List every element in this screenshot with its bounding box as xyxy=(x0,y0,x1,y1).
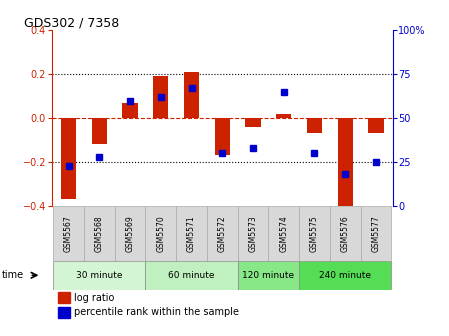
Bar xyxy=(238,206,269,261)
Bar xyxy=(338,118,353,210)
Text: GDS302 / 7358: GDS302 / 7358 xyxy=(24,16,119,29)
Text: GSM5575: GSM5575 xyxy=(310,215,319,252)
Text: log ratio: log ratio xyxy=(74,293,114,302)
Bar xyxy=(122,103,138,118)
Bar xyxy=(330,206,361,261)
Bar xyxy=(299,261,392,290)
Bar xyxy=(92,118,107,144)
Bar xyxy=(207,206,238,261)
Bar xyxy=(245,118,261,127)
Bar xyxy=(145,261,238,290)
Text: time: time xyxy=(2,270,24,280)
Bar xyxy=(299,206,330,261)
Bar xyxy=(114,206,145,261)
Bar xyxy=(145,206,176,261)
Text: GSM5567: GSM5567 xyxy=(64,215,73,252)
Bar xyxy=(184,72,199,118)
Text: GSM5571: GSM5571 xyxy=(187,215,196,252)
Bar xyxy=(238,261,299,290)
Bar xyxy=(276,114,291,118)
Bar xyxy=(361,206,392,261)
Text: GSM5569: GSM5569 xyxy=(126,215,135,252)
Bar xyxy=(269,206,299,261)
Bar xyxy=(53,261,145,290)
Text: 120 minute: 120 minute xyxy=(242,271,295,280)
Text: GSM5577: GSM5577 xyxy=(371,215,380,252)
Text: GSM5570: GSM5570 xyxy=(156,215,165,252)
Text: 60 minute: 60 minute xyxy=(168,271,215,280)
Bar xyxy=(176,206,207,261)
Bar xyxy=(215,118,230,156)
Text: GSM5572: GSM5572 xyxy=(218,215,227,252)
Bar xyxy=(368,118,383,133)
Text: GSM5576: GSM5576 xyxy=(341,215,350,252)
Bar xyxy=(153,76,168,118)
Bar xyxy=(53,206,84,261)
Bar xyxy=(84,206,114,261)
Bar xyxy=(61,118,76,199)
Text: 240 minute: 240 minute xyxy=(319,271,371,280)
Text: percentile rank within the sample: percentile rank within the sample xyxy=(74,307,239,317)
Text: 30 minute: 30 minute xyxy=(76,271,123,280)
Bar xyxy=(58,307,70,318)
Text: GSM5573: GSM5573 xyxy=(248,215,257,252)
Text: GSM5574: GSM5574 xyxy=(279,215,288,252)
Text: GSM5568: GSM5568 xyxy=(95,215,104,252)
Bar xyxy=(307,118,322,133)
Bar xyxy=(58,292,70,303)
